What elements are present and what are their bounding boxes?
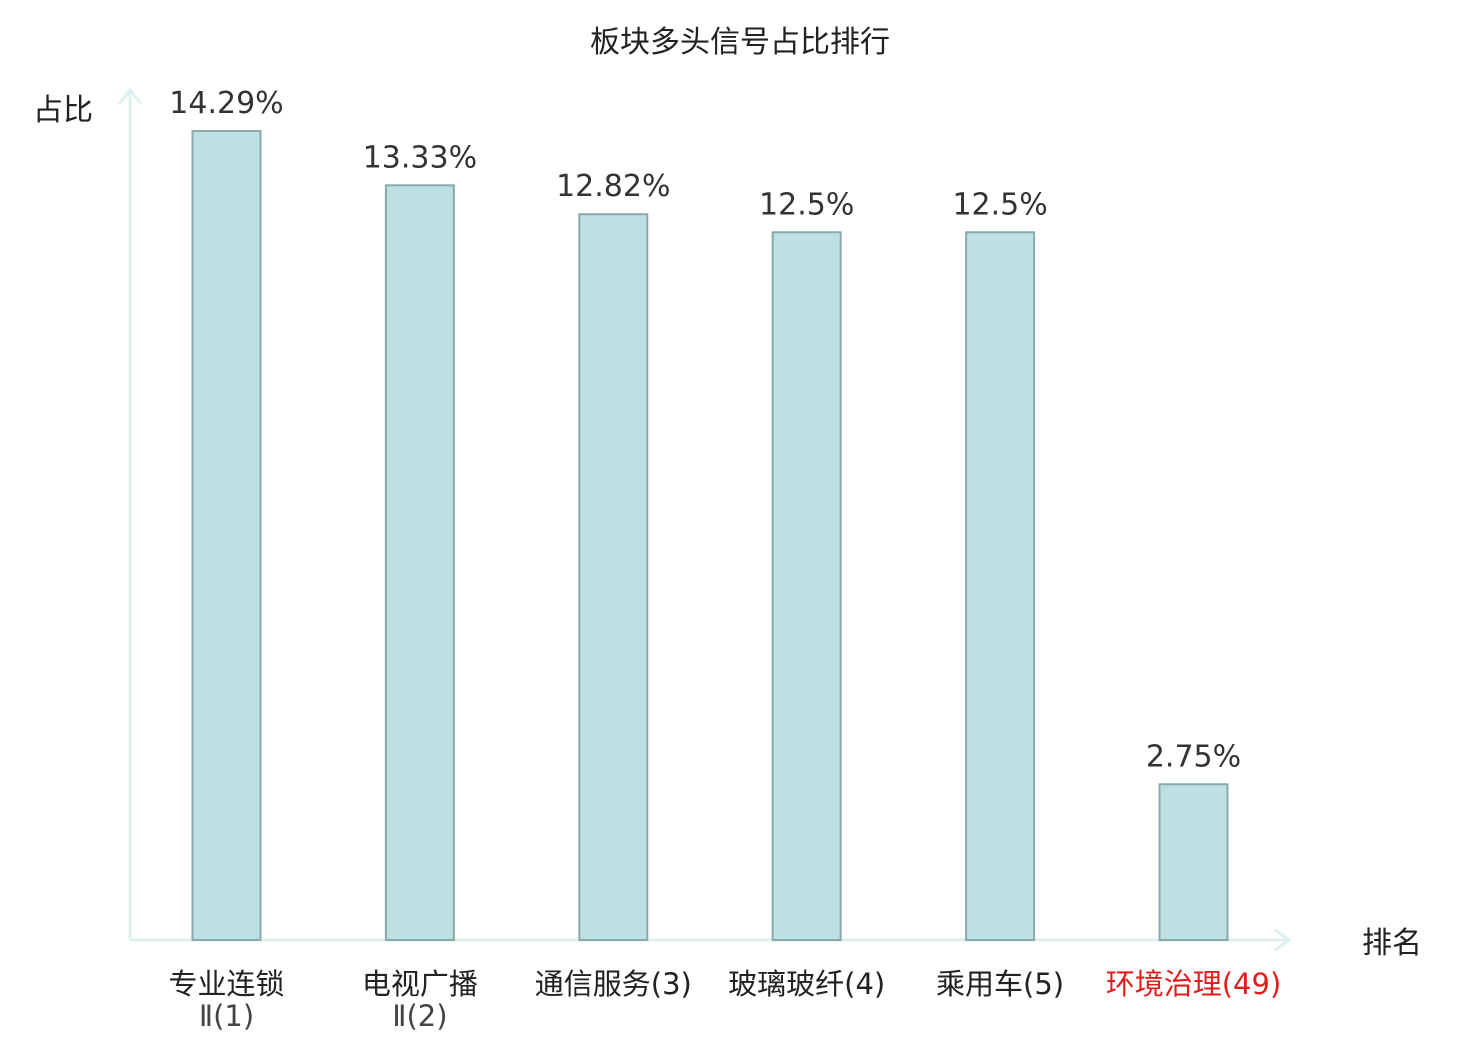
bars-group bbox=[191, 130, 1229, 942]
y-axis-arrow bbox=[117, 87, 143, 105]
category-label-1-line2: Ⅱ(1) bbox=[199, 999, 254, 1033]
category-label-1: 专业连锁 bbox=[168, 967, 284, 1001]
value-label-4: 12.5% bbox=[759, 187, 854, 222]
chart-title: 板块多头信号占比排行 bbox=[590, 25, 890, 60]
bar-4 bbox=[771, 231, 842, 942]
category-label-2-line2: Ⅱ(2) bbox=[392, 999, 447, 1033]
value-label-6: 2.75% bbox=[1146, 739, 1241, 774]
bar-5 bbox=[965, 231, 1036, 942]
y-axis-label: 占比 bbox=[33, 93, 93, 128]
bar-3 bbox=[578, 213, 649, 941]
bar-6 bbox=[1158, 783, 1229, 941]
category-label-2: 电视广播 bbox=[362, 967, 478, 1001]
value-label-2: 13.33% bbox=[363, 140, 477, 175]
bar-2 bbox=[384, 184, 455, 942]
category-label-5: 乘用车(5) bbox=[936, 967, 1064, 1001]
value-label-5: 12.5% bbox=[952, 187, 1047, 222]
value-label-3: 12.82% bbox=[556, 169, 670, 204]
value-labels-group: 14.29% 13.33% 12.82% 12.5% 12.5% 2.75% bbox=[169, 86, 1241, 774]
x-axis-label: 排名 bbox=[1362, 926, 1422, 961]
axes bbox=[117, 87, 1292, 953]
bar-1 bbox=[191, 130, 262, 941]
category-label-4: 玻璃玻纤(4) bbox=[728, 967, 885, 1001]
value-label-1: 14.29% bbox=[169, 86, 283, 121]
category-label-3: 通信服务(3) bbox=[535, 967, 692, 1001]
category-label-6: 环境治理(49) bbox=[1106, 967, 1282, 1001]
x-axis-arrow bbox=[1273, 927, 1292, 953]
